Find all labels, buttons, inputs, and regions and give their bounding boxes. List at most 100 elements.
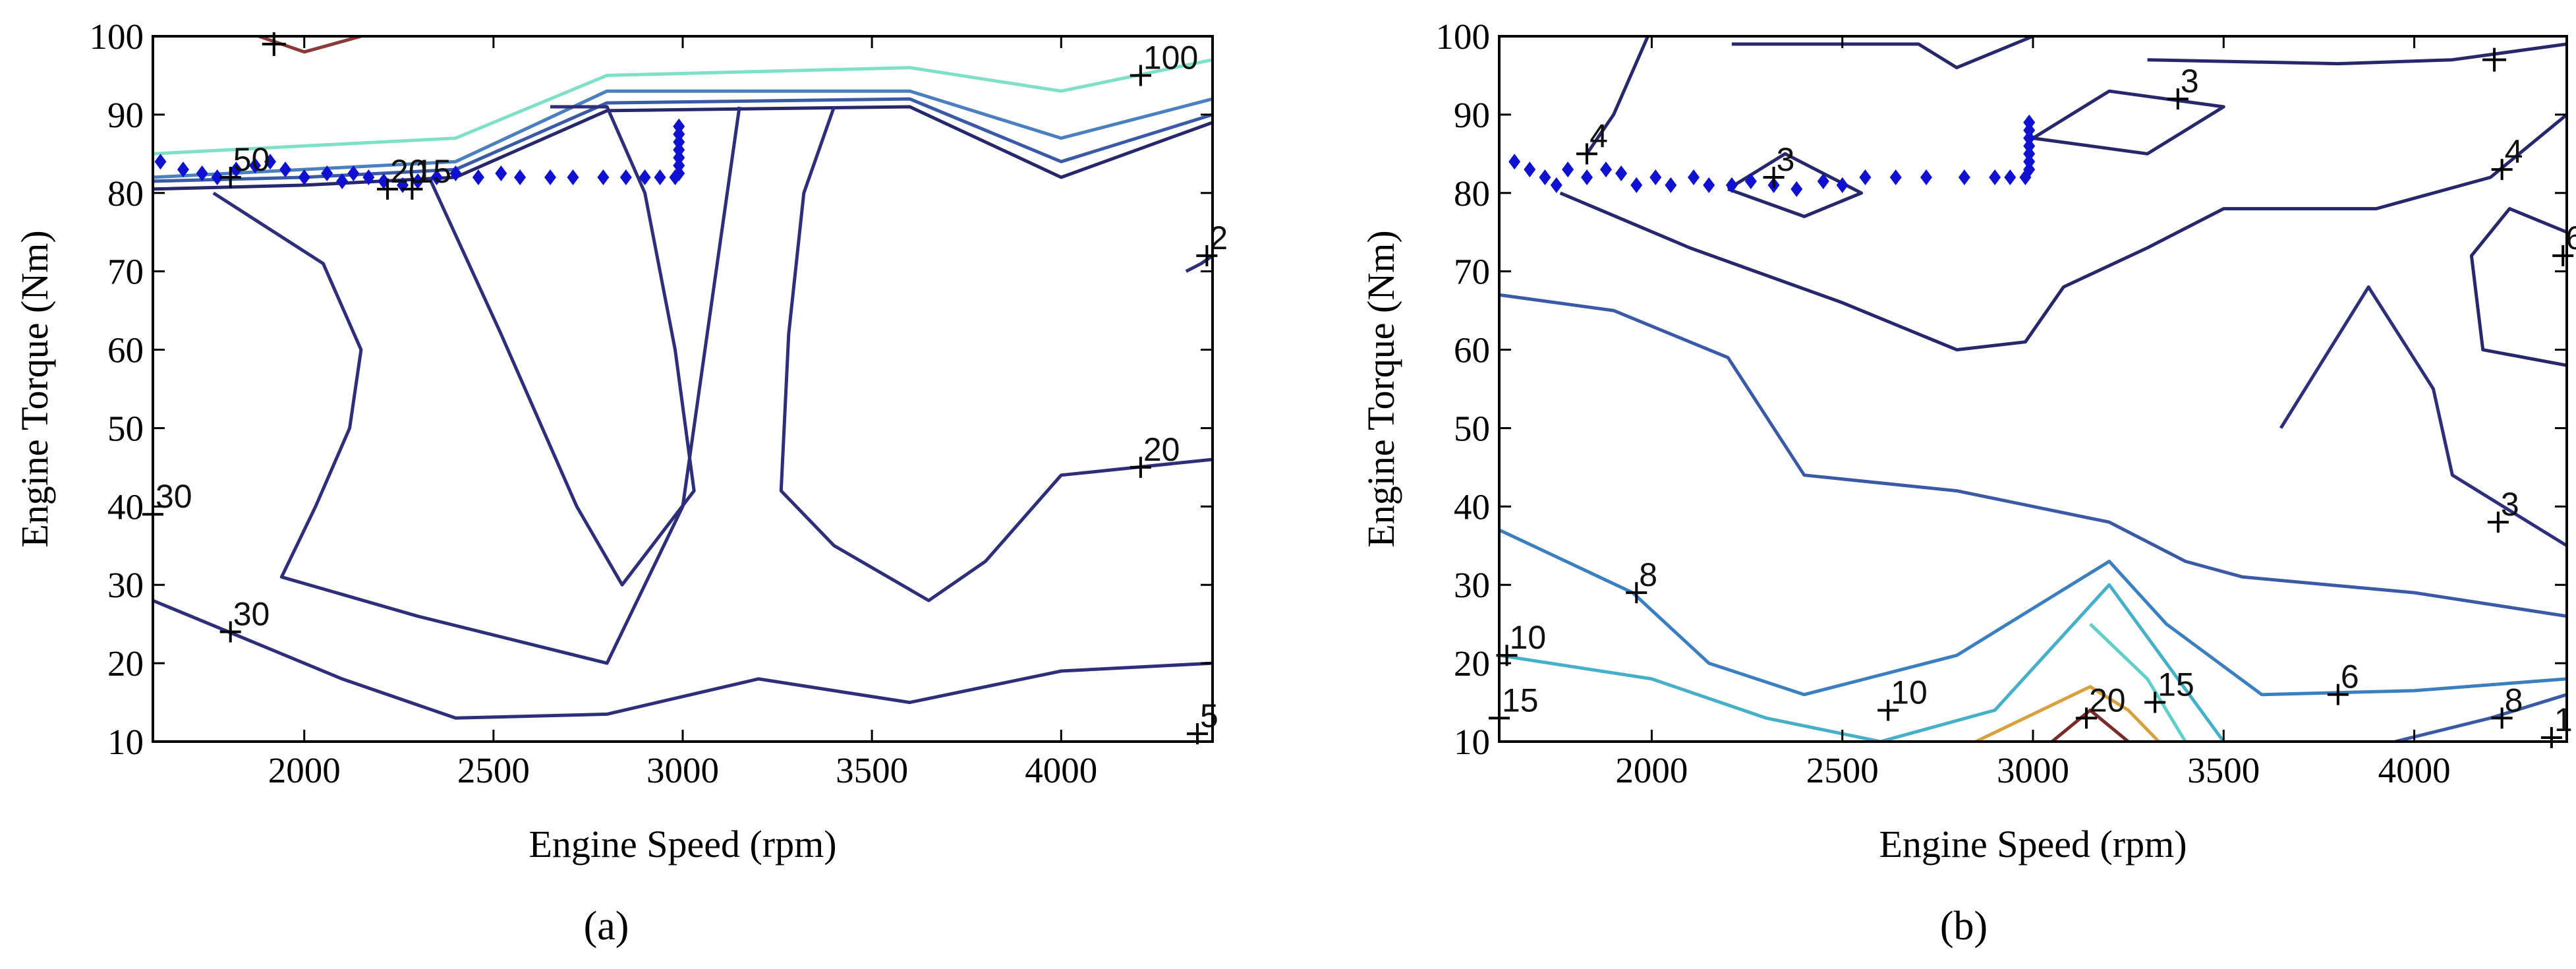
- chart-a-panel-label: (a): [584, 904, 629, 949]
- chart-a-operating-point-24: [619, 169, 632, 185]
- chart-b-operating-point-17: [1817, 173, 1829, 189]
- chart-a-contour-line-1: [153, 58, 1213, 156]
- chart-b-contours: [1499, 36, 2567, 742]
- chart-b-x-tick-label-2: 3000: [1997, 750, 2069, 790]
- chart-a-operating-point-18: [472, 169, 484, 185]
- chart-a-operating-point-25: [639, 169, 651, 185]
- chart-b-operating-point-9: [1649, 169, 1662, 185]
- chart-a-operating-point-15: [412, 173, 424, 189]
- chart-b-y-tick-label-5: 60: [1454, 330, 1490, 370]
- chart-a-contour-label-0: 100: [1143, 39, 1198, 76]
- chart-a-y-tick-label-6: 70: [107, 252, 144, 292]
- chart-a-y-tick-label-1: 20: [107, 643, 144, 684]
- chart-b-contour-label-9: 10: [1891, 674, 1928, 711]
- chart-a-operating-point-23: [597, 169, 610, 185]
- chart-a-contour-label-6: 20: [1143, 431, 1180, 468]
- chart-b-x-axis-label: Engine Speed (rpm): [1879, 823, 2187, 866]
- chart-b-y-tick-label-7: 80: [1454, 173, 1490, 214]
- chart-a-contour-marker-1: [219, 167, 241, 188]
- chart-b-contour-line-10: [1499, 583, 2225, 742]
- chart-b-contour-line-3: [2032, 89, 2225, 156]
- chart-b-contour-marker-10: [2076, 707, 2097, 729]
- chart-b-panel-label: (b): [1940, 904, 1988, 949]
- chart-b-contour-line-13: [2051, 708, 2130, 742]
- chart-b-operating-point-23: [1989, 169, 2001, 185]
- chart-b-contour-label-0: 3: [2181, 63, 2199, 100]
- chart-b-contour-marker-5: [2487, 512, 2509, 533]
- chart-a-operating-point-2: [196, 165, 208, 182]
- chart-b-operating-point-13: [1725, 177, 1738, 193]
- chart-b-contour-marker-1: [1576, 143, 1598, 165]
- chart-b-x-tick-label-0: 2000: [1615, 750, 1688, 790]
- chart-a-y-tick-label-4: 50: [107, 408, 144, 448]
- chart-b-contour-marker-14: [2540, 727, 2562, 749]
- chart-b-operating-point-24: [2004, 169, 2017, 185]
- chart-a-contour-label-1: 50: [233, 141, 270, 178]
- chart-b-contour-line-11: [2089, 622, 2187, 742]
- chart-b-operating-point-0: [1508, 154, 1521, 170]
- chart-b-contour-label-5: 3: [2501, 486, 2519, 523]
- chart-a-x-tick-label-0: 2000: [268, 750, 341, 790]
- chart-a-y-tick-label-2: 30: [107, 565, 144, 605]
- chart-b-operating-point-4: [1562, 162, 1574, 178]
- chart-b-contour-line-5: [1559, 113, 2567, 352]
- chart-b-contour-marker-0: [2167, 88, 2189, 110]
- chart-b-operating-point-20: [1889, 169, 1902, 185]
- chart-a-operating-point-3: [211, 169, 223, 185]
- chart-b-operating-point-1: [1524, 162, 1536, 178]
- chart-b-operating-point-12: [1703, 177, 1715, 193]
- chart-b-operating-point-21: [1920, 169, 1932, 185]
- chart-b-operating-point-19: [1859, 169, 1872, 185]
- chart-a-y-tick-label-9: 100: [90, 16, 144, 57]
- chart-b-y-tick-label-3: 40: [1454, 486, 1490, 527]
- chart-a-operating-point-17: [449, 165, 462, 182]
- chart-a-operating-point-22: [567, 169, 579, 185]
- chart-b-contour-label-3: 4: [2505, 133, 2523, 170]
- chart-b-operating-point-6: [1600, 162, 1612, 178]
- chart-b-contour-line-2: [2147, 42, 2567, 66]
- chart-a-operating-point-20: [514, 169, 527, 185]
- chart-a-contour-marker-7: [219, 621, 241, 643]
- chart-a-contour-marker-6: [1130, 456, 1151, 478]
- chart-a-operating-point-8: [298, 169, 310, 185]
- chart-a-contour-line-9: [1185, 254, 1213, 273]
- chart-a-contour-label-3: 15: [415, 153, 451, 190]
- chart-b-operating-point-18: [1836, 177, 1848, 193]
- chart-b-contour-marker-13: [2491, 707, 2513, 729]
- chart-b-operating-point-10: [1665, 177, 1677, 193]
- chart-a-contour-label-2: 20: [390, 153, 427, 190]
- chart-a-operating-points: [154, 118, 685, 193]
- chart-a-y-tick-label-0: 10: [107, 722, 144, 762]
- chart-a-contours: [153, 36, 1213, 720]
- chart-b-operating-point-7: [1615, 165, 1628, 182]
- chart-a-operating-point-19: [495, 165, 507, 182]
- chart-a-operating-point-21: [544, 169, 556, 185]
- chart-a-operating-point-7: [279, 162, 291, 178]
- chart-a-contour-marker-4: [1196, 245, 1218, 266]
- chart-b-contour-label-1: 4: [1589, 117, 1608, 154]
- chart-a-y-axis-label: Engine Torque (Nm): [13, 230, 56, 547]
- chart-a-x-tick-label-1: 2500: [457, 750, 530, 790]
- chart-a-operating-point-10: [336, 173, 349, 189]
- chart-a-contour-label-7: 30: [233, 596, 270, 633]
- chart-a-x-tick-label-3: 3500: [836, 750, 908, 790]
- chart-a-operating-point-11: [347, 165, 360, 182]
- chart-b-y-tick-label-8: 90: [1454, 95, 1490, 135]
- chart-b-contour-marker-4: [2552, 245, 2574, 266]
- chart-b-contour-marker-12: [2327, 684, 2349, 705]
- chart-b-operating-point-22: [1958, 169, 1970, 185]
- chart-b-contour-label-2: 3: [1777, 141, 1795, 178]
- chart-b-contour-line-7: [2469, 207, 2567, 367]
- chart-b-contour-line-14: [2395, 693, 2567, 742]
- chart-b-operating-point-2: [1539, 169, 1551, 185]
- chart-b-contour-label-14: 1: [2554, 701, 2573, 738]
- chart-b-y-axis-label: Engine Torque (Nm): [1360, 230, 1402, 547]
- chart-b-y-tick-label-1: 20: [1454, 643, 1490, 684]
- chart-b-operating-point-8: [1630, 177, 1643, 193]
- chart-a-contour-line-8: [153, 599, 1213, 720]
- chart-a-x-tick-label-4: 4000: [1025, 750, 1097, 790]
- chart-b-operating-point-14: [1744, 173, 1757, 189]
- chart-a-operating-point-4: [230, 162, 243, 178]
